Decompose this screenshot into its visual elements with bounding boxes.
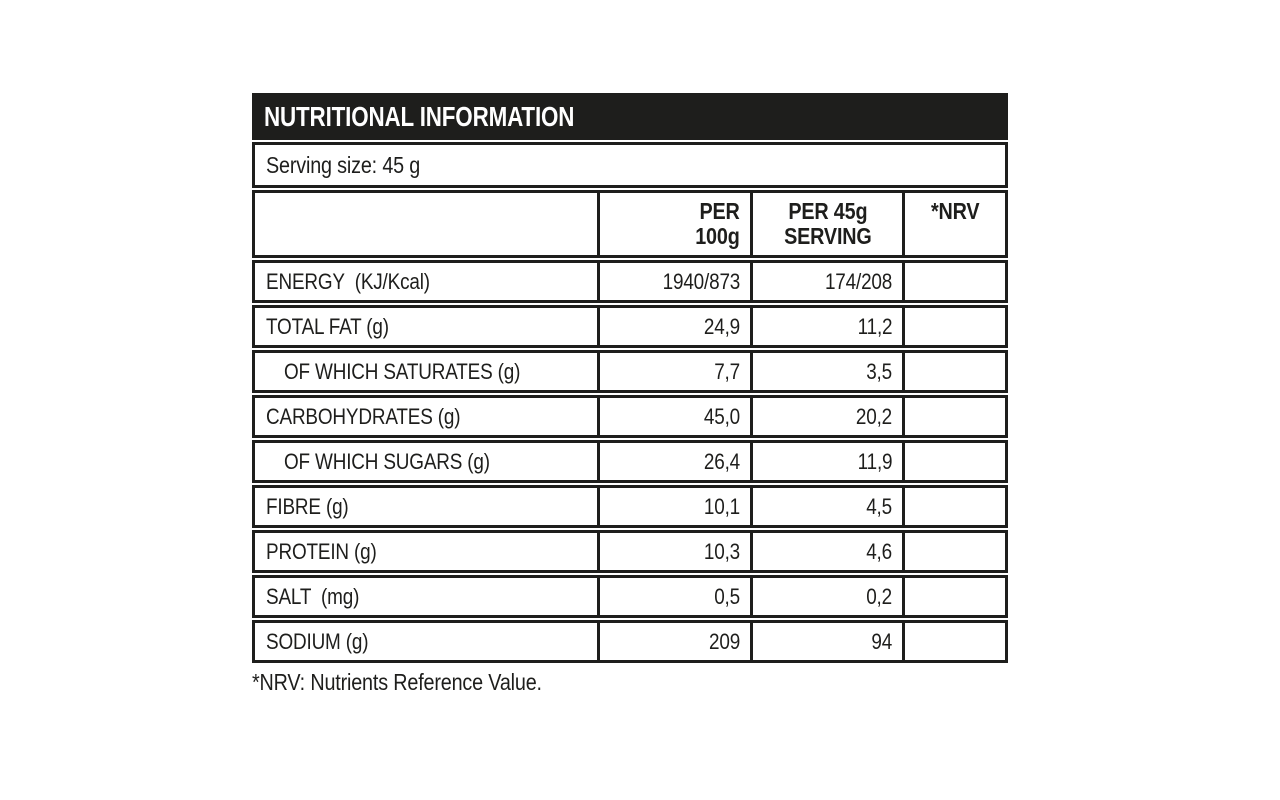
nrv-value <box>902 308 1005 345</box>
per-serving-value: 94 <box>750 623 902 660</box>
table-row-protein: PROTEIN (g) 10,3 4,6 <box>252 530 1008 573</box>
nrv-value <box>902 578 1005 615</box>
per-serving-value: 3,5 <box>750 353 902 390</box>
nrv-value <box>902 443 1005 480</box>
per-serving-value: 20,2 <box>750 398 902 435</box>
per-100g-value: 26,4 <box>597 443 750 480</box>
per-100g-value: 7,7 <box>597 353 750 390</box>
per-serving-value: 11,9 <box>750 443 902 480</box>
per-100g-value: 1940/873 <box>597 263 750 300</box>
per-100g-value: 0,5 <box>597 578 750 615</box>
table-row-sodium: SODIUM (g) 209 94 <box>252 620 1008 663</box>
per-100g-column-header: PER 100g <box>597 193 750 255</box>
per-100g-value: 10,1 <box>597 488 750 525</box>
table-row-saturates: OF WHICH SATURATES (g) 7,7 3,5 <box>252 350 1008 393</box>
per-serving-value: 174/208 <box>750 263 902 300</box>
per-100g-value: 45,0 <box>597 398 750 435</box>
table-row-sugars: OF WHICH SUGARS (g) 26,4 11,9 <box>252 440 1008 483</box>
nutrient-name: FIBRE (g) <box>266 493 349 519</box>
per-100g-value: 10,3 <box>597 533 750 570</box>
per-serving-column-header: PER 45g SERVING <box>750 193 902 255</box>
nrv-value <box>902 353 1005 390</box>
nutrient-name: OF WHICH SATURATES (g) <box>284 358 521 384</box>
per-serving-value: 0,2 <box>750 578 902 615</box>
nutrient-name: SALT (mg) <box>266 583 360 609</box>
nrv-column-header: *NRV <box>902 193 1005 255</box>
nrv-value <box>902 263 1005 300</box>
label-title-bar: NUTRITIONAL INFORMATION <box>252 93 1008 140</box>
serving-size-row: Serving size: 45 g <box>252 142 1008 188</box>
nrv-value <box>902 488 1005 525</box>
nutrient-name: SODIUM (g) <box>266 628 369 654</box>
nrv-value <box>902 533 1005 570</box>
nrv-value <box>902 623 1005 660</box>
per-serving-value: 4,5 <box>750 488 902 525</box>
table-row-total-fat: TOTAL FAT (g) 24,9 11,2 <box>252 305 1008 348</box>
item-column-header <box>255 193 597 255</box>
table-row-energy: ENERGY (KJ/Kcal) 1940/873 174/208 <box>252 260 1008 303</box>
table-row-salt: SALT (mg) 0,5 0,2 <box>252 575 1008 618</box>
nrv-footnote: *NRV: Nutrients Reference Value. <box>252 669 542 695</box>
nutrient-name: TOTAL FAT (g) <box>266 313 389 339</box>
table-row-fibre: FIBRE (g) 10,1 4,5 <box>252 485 1008 528</box>
per-100g-value: 24,9 <box>597 308 750 345</box>
label-title: NUTRITIONAL INFORMATION <box>264 100 575 132</box>
nutrition-label: NUTRITIONAL INFORMATION Serving size: 45… <box>252 93 1008 696</box>
per-serving-value: 4,6 <box>750 533 902 570</box>
per-serving-value: 11,2 <box>750 308 902 345</box>
nrv-value <box>902 398 1005 435</box>
nutrient-name: ENERGY (KJ/Kcal) <box>266 268 430 294</box>
per-100g-value: 209 <box>597 623 750 660</box>
column-header-row: PER 100g PER 45g SERVING *NRV <box>252 190 1008 258</box>
table-row-carbohydrates: CARBOHYDRATES (g) 45,0 20,2 <box>252 395 1008 438</box>
nutrient-name: OF WHICH SUGARS (g) <box>284 448 490 474</box>
nutrient-name: CARBOHYDRATES (g) <box>266 403 461 429</box>
nutrient-name: PROTEIN (g) <box>266 538 377 564</box>
serving-size-text: Serving size: 45 g <box>266 151 421 178</box>
